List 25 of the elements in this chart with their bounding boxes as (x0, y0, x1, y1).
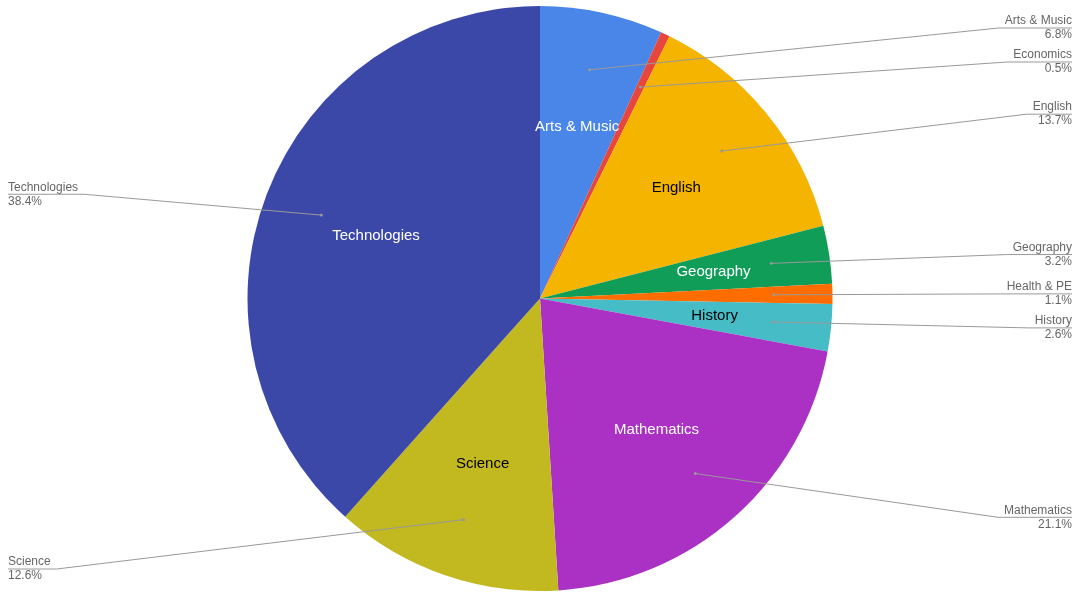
slice-label: Health & PE (1006, 279, 1072, 294)
data-label: 6.8% (1044, 27, 1073, 42)
data-label: 12.6% (8, 568, 43, 583)
slice-label: Mathematics (613, 419, 699, 437)
data-label: 1.1% (1044, 293, 1073, 308)
slice-label: Arts & Music (1004, 13, 1072, 28)
data-label: 3.2% (1044, 253, 1073, 268)
data-label: 38.4% (8, 193, 43, 208)
slice-label: History (1034, 313, 1072, 328)
slice-label: Science (455, 454, 510, 472)
data-label: 0.5% (1044, 61, 1073, 76)
slice-label: Technologies (332, 226, 420, 244)
data-label: 13.7% (1037, 113, 1073, 128)
data-label: 21.1% (1037, 516, 1073, 531)
slice-label: Technologies (8, 179, 79, 194)
slice-label: Economics (1013, 47, 1072, 62)
slice-label: Mathematics (1003, 502, 1072, 517)
slice-label: Geography (676, 262, 752, 280)
slice-label: English (651, 178, 701, 196)
slice-label: English (1032, 99, 1072, 114)
slice-label: Science (8, 554, 52, 569)
data-label: 2.6% (1044, 327, 1073, 342)
slice-label: Geography (1012, 239, 1072, 254)
slice-label: Arts & Music (535, 117, 620, 135)
slice-label: History (691, 306, 739, 324)
